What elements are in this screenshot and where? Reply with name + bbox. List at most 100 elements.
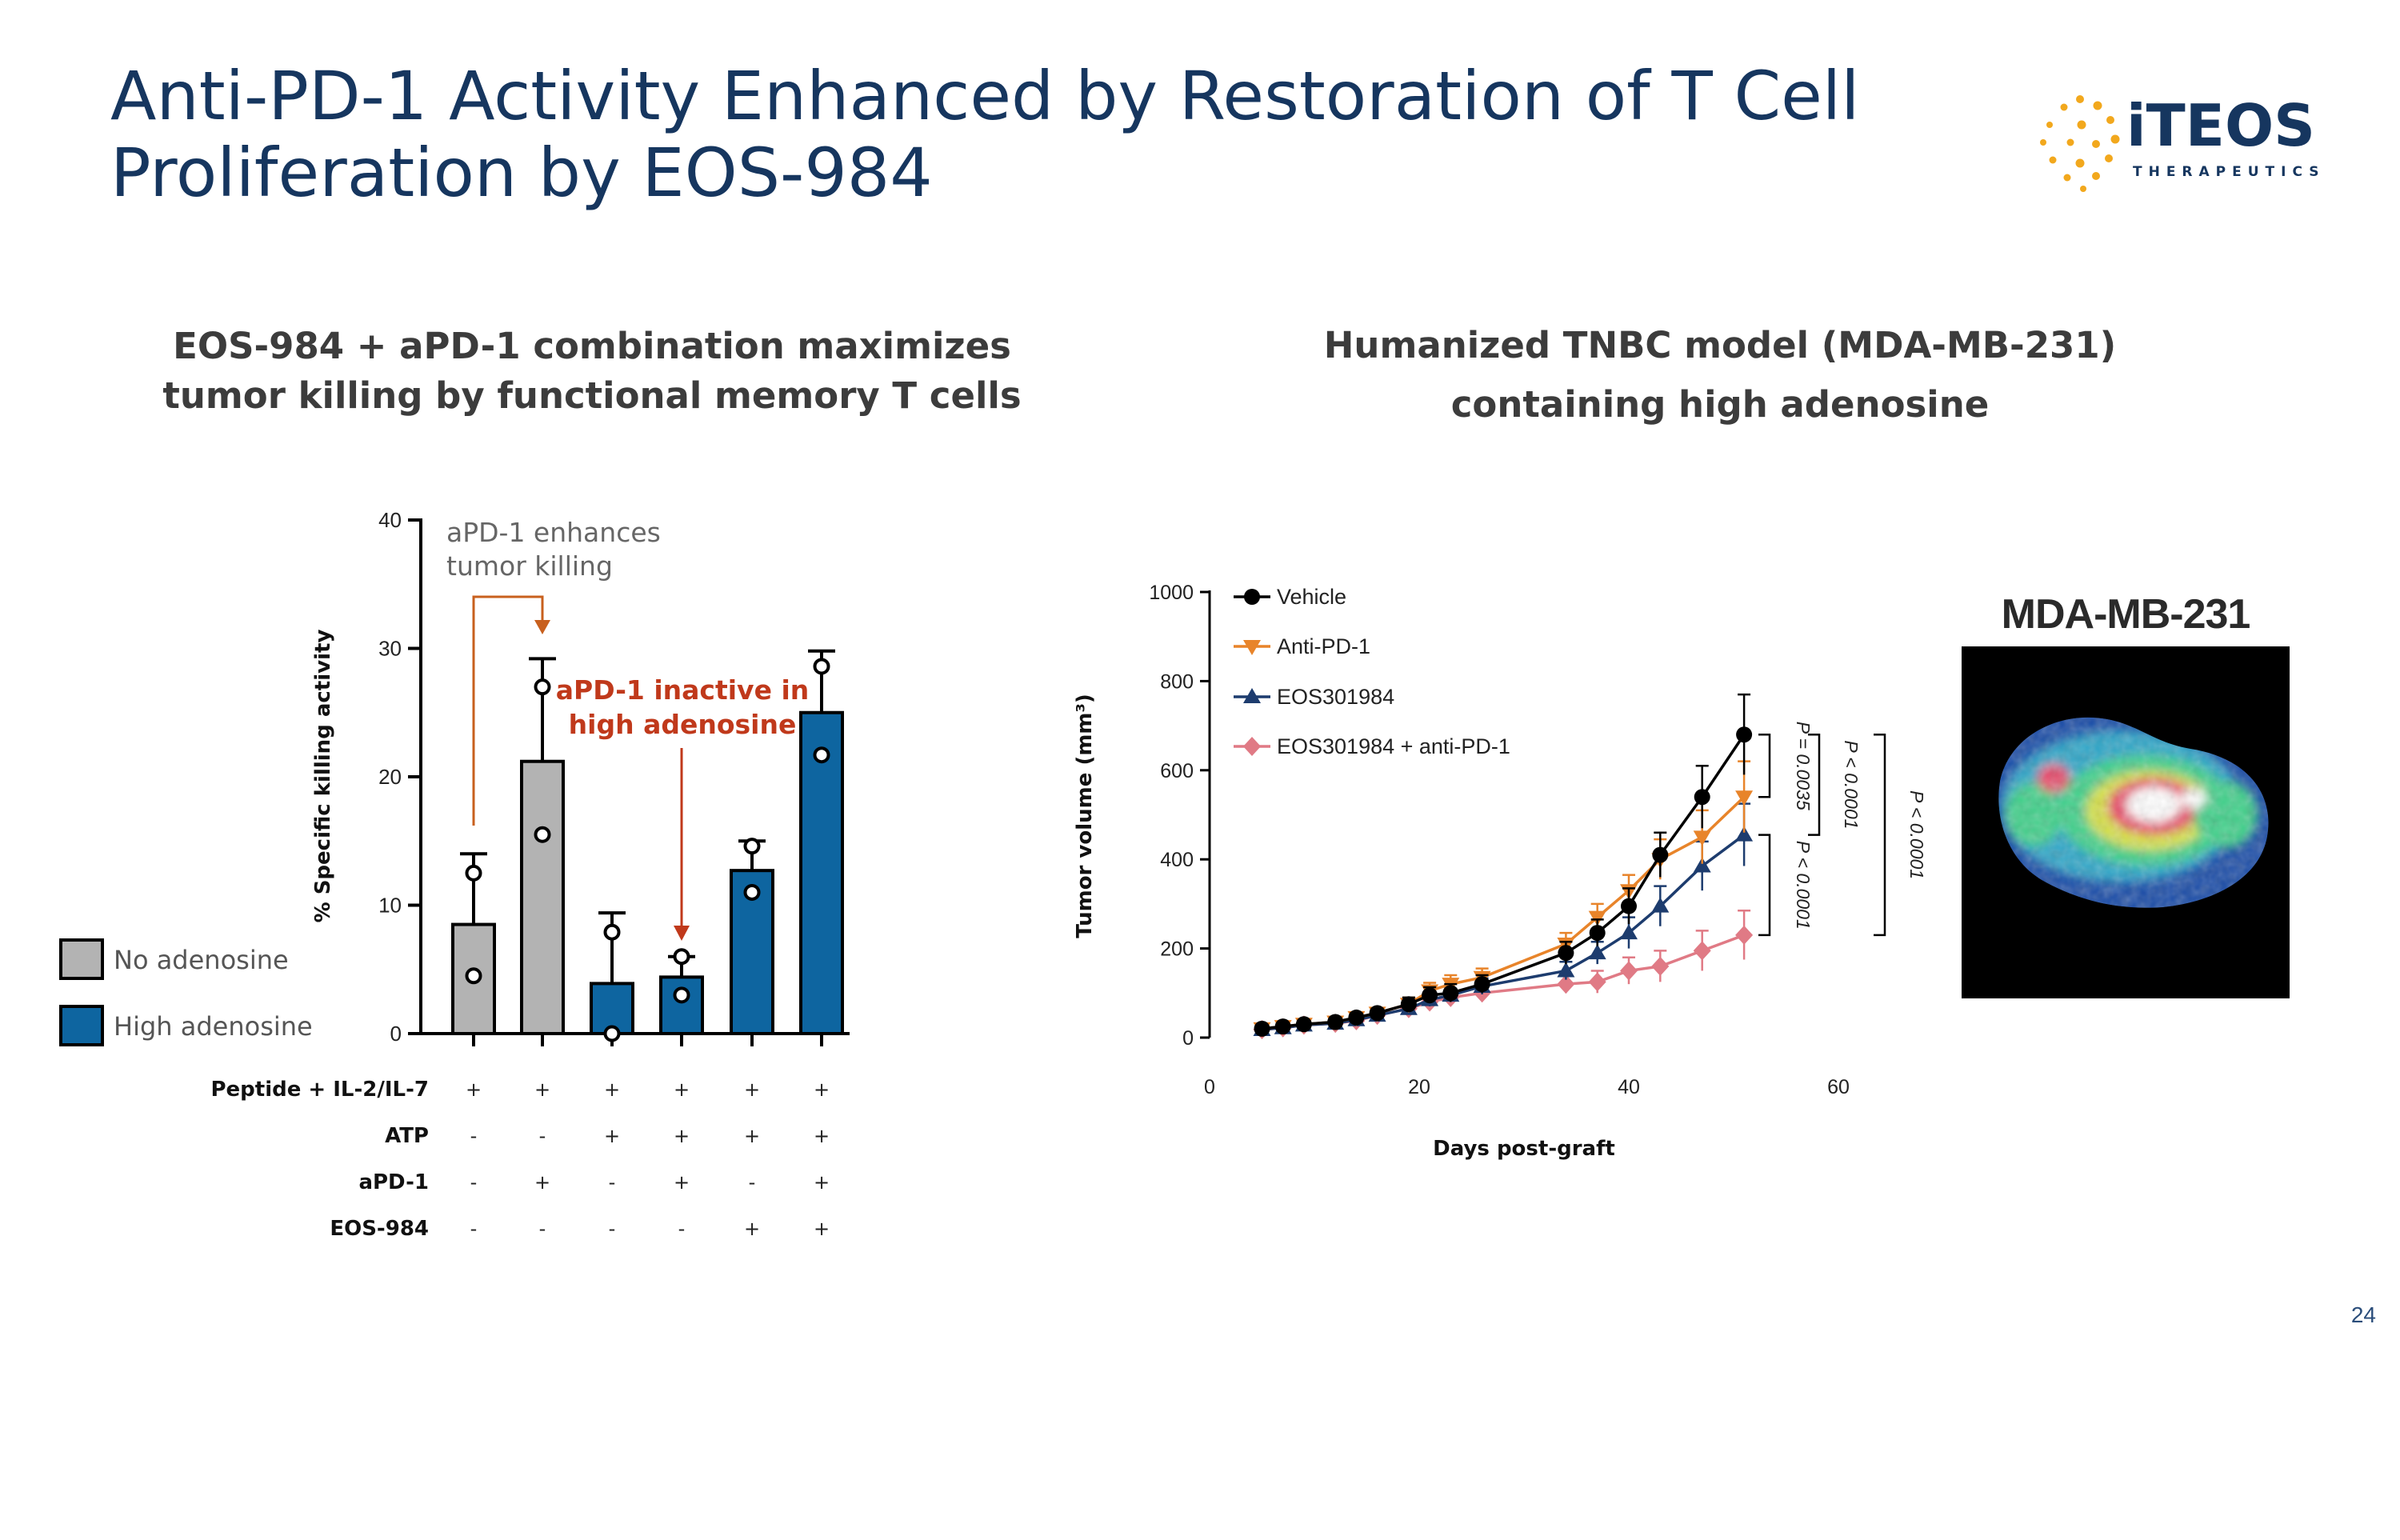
logo-tagline: THERAPEUTICS (2133, 164, 2326, 180)
series-1-line (1262, 734, 1746, 1030)
series-4-point-4 (1326, 1014, 1345, 1034)
series-4-point-2 (1274, 1018, 1292, 1038)
condition-value-1-1: + (466, 1078, 482, 1101)
condition-value-3-5: - (749, 1171, 756, 1194)
y-tick-label-3: 30 (378, 637, 402, 661)
line-x-axis-label: Days post-graft (1433, 1137, 1615, 1161)
logo-dot-3 (2106, 116, 2114, 124)
bar-3-point-1 (603, 923, 621, 941)
series-3-point-5 (1347, 1010, 1366, 1026)
legend-label-2: High adenosine (114, 1011, 313, 1042)
series-1-point-7 (1400, 996, 1417, 1013)
series-2-point-7 (1399, 998, 1418, 1014)
series-1-point-6 (1369, 1005, 1386, 1022)
series-3-point-9 (1442, 986, 1460, 1002)
series-2-point-15 (1693, 830, 1711, 846)
condition-value-3-3: - (609, 1171, 616, 1194)
condition-value-1-3: + (604, 1078, 620, 1101)
line-legend-label-2: Anti-PD-1 (1277, 634, 1370, 658)
series-3-point-1 (1253, 1020, 1271, 1036)
series-3-point-4 (1326, 1014, 1345, 1030)
line-y-tick-label-4: 800 (1160, 670, 1194, 693)
legend-swatch-2 (59, 1005, 104, 1046)
logo-dot-13 (2092, 172, 2100, 180)
series-1-group (1254, 693, 1753, 1037)
y-tick-label-4: 40 (378, 508, 402, 532)
y-axis-label: % Specific killing activity (311, 630, 335, 923)
line-legend-label-1: Vehicle (1277, 585, 1346, 609)
condition-value-4-3: - (609, 1218, 616, 1240)
condition-label-2: ATP (385, 1124, 429, 1148)
series-2-point-3 (1294, 1018, 1313, 1034)
legend-label-1: No adenosine (114, 945, 289, 975)
killing-activity-bar-chart: 0 10 20 30 40 % Specific killing activity No a… (59, 508, 850, 1241)
logo-dot-4 (2046, 122, 2053, 128)
series-1-point-5 (1348, 1009, 1365, 1026)
series-1-point-14 (1652, 846, 1669, 863)
series-3-point-8 (1421, 990, 1439, 1006)
bar-5-point-2 (743, 883, 761, 901)
series-1-point-8 (1422, 987, 1438, 1004)
series-1-point-4 (1327, 1014, 1344, 1030)
series-1-point-2 (1274, 1018, 1291, 1035)
series-3-point-16 (1735, 826, 1754, 842)
legend-swatch-1 (59, 938, 104, 980)
series-3-point-6 (1368, 1006, 1386, 1022)
slide-title-line-2: Proliferation by EOS-984 (110, 134, 933, 212)
significance-bracket-1 (1758, 733, 1771, 798)
condition-label-1: Peptide + IL-2/IL-7 (210, 1078, 429, 1102)
logo-dot-0 (2076, 95, 2084, 103)
condition-value-2-1: - (470, 1125, 478, 1147)
series-3-point-10 (1473, 977, 1491, 993)
series-3-point-14 (1651, 897, 1670, 913)
series-4-point-7 (1399, 998, 1418, 1018)
series-1-point-16 (1736, 726, 1753, 743)
y-tick-label-1: 10 (378, 894, 402, 918)
series-2-point-1 (1253, 1022, 1271, 1038)
condition-value-2-5: + (744, 1125, 760, 1147)
line-legend-marker-2 (1243, 640, 1261, 655)
condition-value-2-6: + (814, 1125, 830, 1147)
significance-label-1: P = 0.0035 (1793, 722, 1814, 810)
logo-dot-14 (2063, 174, 2071, 182)
left-panel-title-line-2: tumor killing by functional memory T cel… (162, 374, 1022, 417)
series-2-point-2 (1274, 1020, 1292, 1036)
series-3-point-3 (1294, 1016, 1313, 1032)
series-3-point-12 (1588, 944, 1606, 960)
series-1-point-11 (1558, 945, 1574, 962)
condition-value-4-6: + (814, 1218, 830, 1240)
iteos-logo: iTEOS THERAPEUTICS (2040, 92, 2326, 192)
logo-dot-11 (2049, 156, 2057, 164)
annotation-1-line-1: aPD-1 enhances (446, 517, 661, 548)
series-4-point-16 (1735, 925, 1754, 945)
series-4-point-3 (1294, 1015, 1313, 1035)
condition-value-1-5: + (744, 1078, 760, 1101)
series-2-point-4 (1326, 1015, 1345, 1031)
heatmap-tissue (1998, 717, 2269, 908)
logo-dot-5 (2077, 120, 2086, 130)
logo-dot-9 (2092, 140, 2100, 148)
series-4-point-14 (1651, 956, 1670, 976)
bar-1-point-1 (465, 864, 482, 882)
series-1-point-9 (1442, 985, 1459, 1002)
series-3-point-2 (1274, 1018, 1292, 1034)
series-2-point-10 (1473, 970, 1491, 986)
series-4-group (1253, 910, 1754, 1039)
series-2-point-9 (1442, 978, 1460, 994)
series-2-point-5 (1347, 1010, 1366, 1026)
bar-2-point-2 (534, 826, 551, 843)
adenosine-heatmap-image (1962, 646, 2290, 998)
series-4-point-5 (1347, 1010, 1366, 1030)
series-1-point-15 (1694, 789, 1710, 806)
heatmap-title: MDA-MB-231 (1962, 582, 2290, 646)
condition-value-3-6: + (814, 1171, 830, 1194)
line-y-tick-label-3: 600 (1160, 760, 1194, 782)
left-panel-title: EOS-984 + aPD-1 combination maximizes tu… (128, 322, 1056, 421)
line-x-tick-label-0: 0 (1204, 1076, 1215, 1098)
line-y-tick-label-0: 0 (1182, 1027, 1194, 1050)
line-legend-marker-3 (1243, 688, 1261, 703)
significance-bracket-3 (1758, 834, 1771, 937)
series-3-point-7 (1399, 999, 1418, 1015)
condition-label-3: aPD-1 (358, 1170, 429, 1194)
series-1-point-13 (1621, 898, 1637, 914)
